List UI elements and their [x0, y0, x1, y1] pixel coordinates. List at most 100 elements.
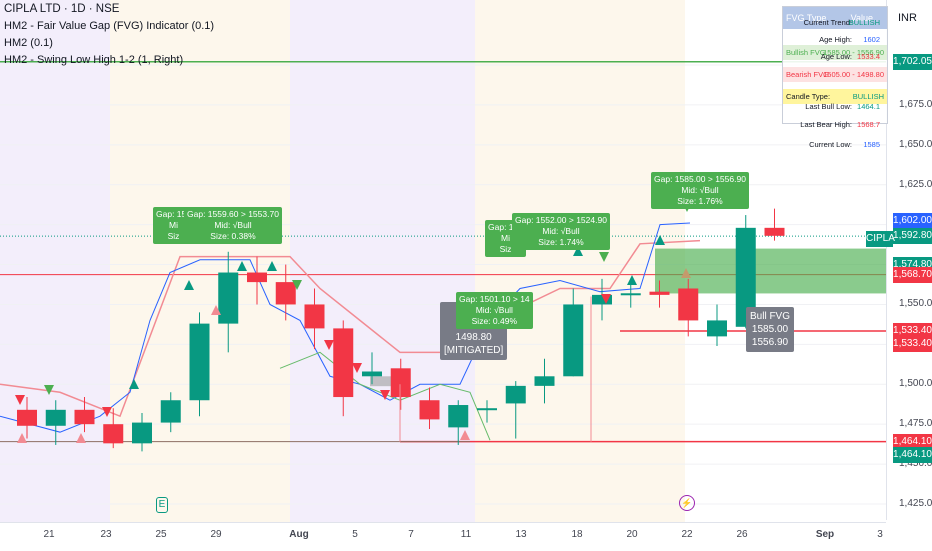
stat-key: Age Low:: [820, 52, 852, 61]
stat-value: 1602: [863, 35, 880, 44]
x-tick-label: 13: [515, 529, 527, 540]
symbol-title[interactable]: CIPLA LTD · 1D · NSE: [4, 3, 120, 15]
ticker-tag: CIPLA: [866, 231, 895, 247]
x-tick-label: 25: [155, 529, 167, 540]
bullish-fvg-label: Bull FVG 1585.00 1556.90: [746, 307, 795, 352]
stat-value: BULLISH: [848, 18, 880, 27]
x-tick-label: Aug: [289, 529, 309, 540]
stat-value: 1568.7: [857, 120, 880, 129]
fvg-label-line: 1498.80: [455, 332, 492, 343]
earnings-icon[interactable]: E: [156, 497, 168, 513]
fvg-tooltip: Gap: 1585.00 > 1556.90 Mid: √Bull Size: …: [651, 172, 749, 209]
candle-body: [160, 400, 181, 423]
lightning-icon[interactable]: ⚡: [679, 495, 695, 511]
tooltip-line: Size: 1.76%: [677, 196, 723, 206]
candle-body: [275, 282, 296, 305]
y-tick-label: 1,625.00: [899, 178, 932, 190]
fvg-row-value: BULLISH: [852, 92, 884, 101]
tooltip-line: Mi: [501, 233, 510, 243]
stat-key: Last Bull Low:: [805, 102, 852, 111]
fvg-row-value: 1585.00 - 1556.90: [823, 48, 884, 57]
candle-body: [764, 227, 785, 236]
x-tick-label: 20: [626, 529, 638, 540]
sell-signal-marker: [292, 280, 302, 290]
stat-value: 1585: [863, 140, 880, 149]
sell-signal-marker: [599, 252, 609, 262]
tooltip-line: Mid: √Bull: [214, 220, 252, 230]
candle-body: [189, 323, 210, 401]
bullish-fvg-zone: [655, 248, 886, 294]
candle-body: [247, 272, 267, 283]
tooltip-line: Mi: [169, 220, 178, 230]
fvg-row-key: Candle Type:: [786, 92, 831, 101]
currency-label[interactable]: INR: [898, 12, 917, 24]
candle-body: [592, 294, 612, 305]
background-band: [110, 0, 290, 522]
candle-body: [707, 320, 727, 337]
y-tick-label: 1,450.00: [899, 458, 932, 470]
fvg-row-key: Bullish FVG: [786, 48, 826, 57]
tooltip-line: Gap: 1501.10 > 14: [459, 294, 530, 304]
stat-key: Age High:: [819, 35, 852, 44]
x-tick-label: 29: [210, 529, 222, 540]
buy-signal-marker: [237, 261, 247, 271]
candle-body: [477, 408, 497, 411]
tooltip-line: Mid: √Bull: [475, 305, 513, 315]
indicator-hm2[interactable]: HM2 (0.1): [4, 37, 53, 49]
price-label: 1,464.10: [893, 433, 932, 450]
x-tick-label: 26: [736, 529, 748, 540]
background-band: [0, 0, 110, 522]
candle-body: [74, 409, 95, 425]
fvg-table: FVG Type Value Bullish FVG 1585.00 - 155…: [782, 6, 888, 124]
background-band: [475, 0, 685, 522]
y-tick-label: 1,675.00: [899, 98, 932, 110]
candle-body: [563, 304, 584, 377]
indicator-fvg[interactable]: HM2 - Fair Value Gap (FVG) Indicator (0.…: [4, 20, 215, 32]
candle-body: [103, 424, 124, 444]
fvg-table-header: FVG Type Value: [783, 7, 887, 29]
buy-signal-marker: [211, 305, 221, 315]
candle-body: [132, 422, 152, 444]
fvg-type-header: FVG Type: [786, 13, 827, 23]
y-tick-label: 1,475.00: [899, 418, 932, 430]
sell-signal-marker: [15, 395, 25, 405]
tooltip-line: Gap: 1585.00 > 1556.90: [654, 174, 746, 184]
x-tick-label: 18: [571, 529, 583, 540]
fvg-label-line: [MITIGATED]: [444, 345, 504, 356]
candle-body: [735, 227, 756, 327]
y-tick-label: 1,550.00: [899, 298, 932, 310]
x-tick-label: 5: [352, 529, 358, 540]
candle-body: [678, 288, 699, 321]
tooltip-line: Size: 1.74%: [538, 237, 584, 247]
candle-body: [362, 371, 382, 377]
tooltip-line: Gap: 1552.00 > 1524.90: [515, 215, 607, 225]
fvg-row-value: 1505.00 - 1498.80: [823, 70, 884, 79]
time-axis[interactable]: [0, 522, 886, 551]
candle-body: [390, 368, 411, 398]
fvg-row-key: Bearish FVG: [786, 70, 829, 79]
price-chart[interactable]: [0, 0, 886, 522]
fvg-label-line: 1585.00: [751, 324, 789, 335]
sell-signal-marker: [601, 294, 611, 304]
tooltip-line: Mid: √Bull: [681, 185, 719, 195]
fvg-row-bearish: Bearish FVG 1505.00 - 1498.80: [783, 67, 887, 82]
candle-body: [333, 328, 354, 398]
price-label: 1,464.10: [893, 447, 932, 464]
tooltip-line: Gap: 152: [156, 209, 191, 219]
y-tick-label: 1,425.00: [899, 498, 932, 509]
sell-signal-marker: [324, 340, 334, 350]
candle-body: [218, 272, 239, 324]
bearish-fvg-zone: [370, 376, 410, 387]
y-tick-label: 1,500.00: [899, 378, 932, 390]
sell-signal-marker: [352, 363, 362, 373]
price-label: 1,533.40: [893, 335, 932, 352]
background-band: [290, 0, 475, 522]
buy-signal-marker: [573, 246, 583, 256]
x-tick-label: 7: [408, 529, 414, 540]
tooltip-line: Gap: 1559.60 > 1553.70: [187, 209, 279, 219]
indicator-swing[interactable]: HM2 - Swing Low High 1-2 (1, Right): [4, 54, 184, 66]
candle-body: [649, 291, 670, 295]
candle-body: [620, 293, 641, 296]
buy-signal-marker: [267, 261, 277, 271]
